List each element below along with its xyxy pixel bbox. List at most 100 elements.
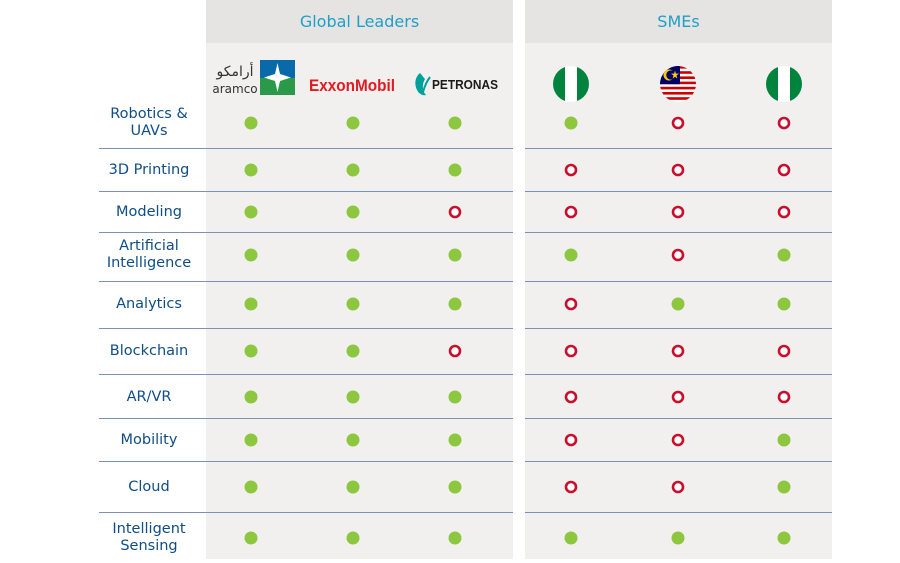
row-separator: [99, 191, 832, 192]
global-leaders-header: Global Leaders: [206, 0, 513, 43]
hollow-dot-mark: [671, 163, 685, 177]
row-label-text: Analytics: [116, 295, 182, 312]
filled-dot-mark: [244, 116, 258, 130]
separator-gap: [513, 328, 525, 329]
filled-dot-mark: [448, 248, 462, 262]
row-label: AR/VR: [99, 377, 199, 417]
filled-dot-mark: [671, 297, 685, 311]
row-label-text: Cloud: [128, 478, 170, 495]
row-separator: [99, 148, 832, 149]
aramco-arabic-text: أرامكو: [215, 62, 253, 80]
hollow-dot-mark: [777, 163, 791, 177]
row-separator: [99, 418, 832, 419]
separator-gap: [513, 461, 525, 462]
separator-gap: [513, 148, 525, 149]
hollow-dot-mark: [777, 390, 791, 404]
filled-dot-mark: [448, 116, 462, 130]
nigeria-flag-icon: [553, 66, 589, 106]
hollow-dot-mark: [564, 205, 578, 219]
filled-dot-mark: [448, 163, 462, 177]
row-separator: [99, 281, 832, 282]
row-label-text: Artificial Intelligence: [106, 238, 192, 271]
hollow-dot-mark: [564, 390, 578, 404]
hollow-dot-mark: [777, 344, 791, 358]
hollow-dot-mark: [448, 205, 462, 219]
hollow-dot-mark: [564, 480, 578, 494]
row-label: Robotics & UAVs: [99, 103, 199, 143]
row-label-text: 3D Printing: [108, 161, 190, 178]
hollow-dot-mark: [671, 248, 685, 262]
filled-dot-mark: [244, 480, 258, 494]
row-label-text: Robotics & UAVs: [110, 106, 188, 139]
row-label: Cloud: [99, 467, 199, 507]
hollow-dot-mark: [777, 205, 791, 219]
row-separator: [99, 512, 832, 513]
hollow-dot-mark: [671, 480, 685, 494]
filled-dot-mark: [448, 480, 462, 494]
petronas-logo: PETRONAS: [413, 70, 501, 98]
hollow-dot-mark: [448, 344, 462, 358]
filled-dot-mark: [777, 433, 791, 447]
row-label-text: Modeling: [116, 203, 182, 220]
filled-dot-mark: [346, 531, 360, 545]
filled-dot-mark: [564, 531, 578, 545]
aramco-latin-text: aramco: [212, 82, 257, 96]
hollow-dot-mark: [564, 297, 578, 311]
row-separator: [99, 461, 832, 462]
row-label: 3D Printing: [99, 150, 199, 190]
nigeria-flag-icon: [766, 66, 802, 106]
hollow-dot-mark: [671, 116, 685, 130]
filled-dot-mark: [564, 248, 578, 262]
separator-gap: [513, 281, 525, 282]
filled-dot-mark: [564, 116, 578, 130]
filled-dot-mark: [346, 205, 360, 219]
filled-dot-mark: [346, 163, 360, 177]
row-label-text: Intelligent Sensing: [112, 521, 186, 554]
hollow-dot-mark: [777, 116, 791, 130]
row-label: Artificial Intelligence: [99, 235, 199, 275]
row-label-text: Blockchain: [109, 342, 189, 359]
row-separator: [99, 232, 832, 233]
filled-dot-mark: [346, 480, 360, 494]
filled-dot-mark: [346, 297, 360, 311]
filled-dot-mark: [448, 297, 462, 311]
petronas-emblem-icon: [415, 73, 426, 96]
filled-dot-mark: [777, 531, 791, 545]
filled-dot-mark: [244, 163, 258, 177]
row-separator: [99, 328, 832, 329]
row-label: Intelligent Sensing: [99, 518, 199, 558]
filled-dot-mark: [671, 531, 685, 545]
row-label: Mobility: [99, 420, 199, 460]
filled-dot-mark: [244, 297, 258, 311]
separator-gap: [513, 418, 525, 419]
hollow-dot-mark: [671, 390, 685, 404]
hollow-dot-mark: [564, 433, 578, 447]
filled-dot-mark: [346, 390, 360, 404]
filled-dot-mark: [777, 297, 791, 311]
malaysia-flag-icon: [660, 66, 696, 106]
filled-dot-mark: [346, 116, 360, 130]
global-leaders-panel: Global Leaders: [206, 0, 513, 559]
hollow-dot-mark: [671, 433, 685, 447]
filled-dot-mark: [448, 390, 462, 404]
hollow-dot-mark: [564, 344, 578, 358]
aramco-logo: أرامكو aramco: [209, 58, 297, 98]
filled-dot-mark: [244, 390, 258, 404]
hollow-dot-mark: [671, 344, 685, 358]
filled-dot-mark: [448, 433, 462, 447]
row-separator: [99, 374, 832, 375]
separator-gap: [513, 191, 525, 192]
filled-dot-mark: [346, 248, 360, 262]
filled-dot-mark: [346, 344, 360, 358]
filled-dot-mark: [244, 433, 258, 447]
row-label-text: Mobility: [120, 431, 178, 448]
separator-gap: [513, 512, 525, 513]
row-label: Modeling: [99, 192, 199, 232]
petronas-text: PETRONAS: [432, 77, 498, 92]
separator-gap: [513, 374, 525, 375]
filled-dot-mark: [777, 480, 791, 494]
filled-dot-mark: [244, 344, 258, 358]
smes-header: SMEs: [525, 0, 832, 43]
filled-dot-mark: [244, 248, 258, 262]
